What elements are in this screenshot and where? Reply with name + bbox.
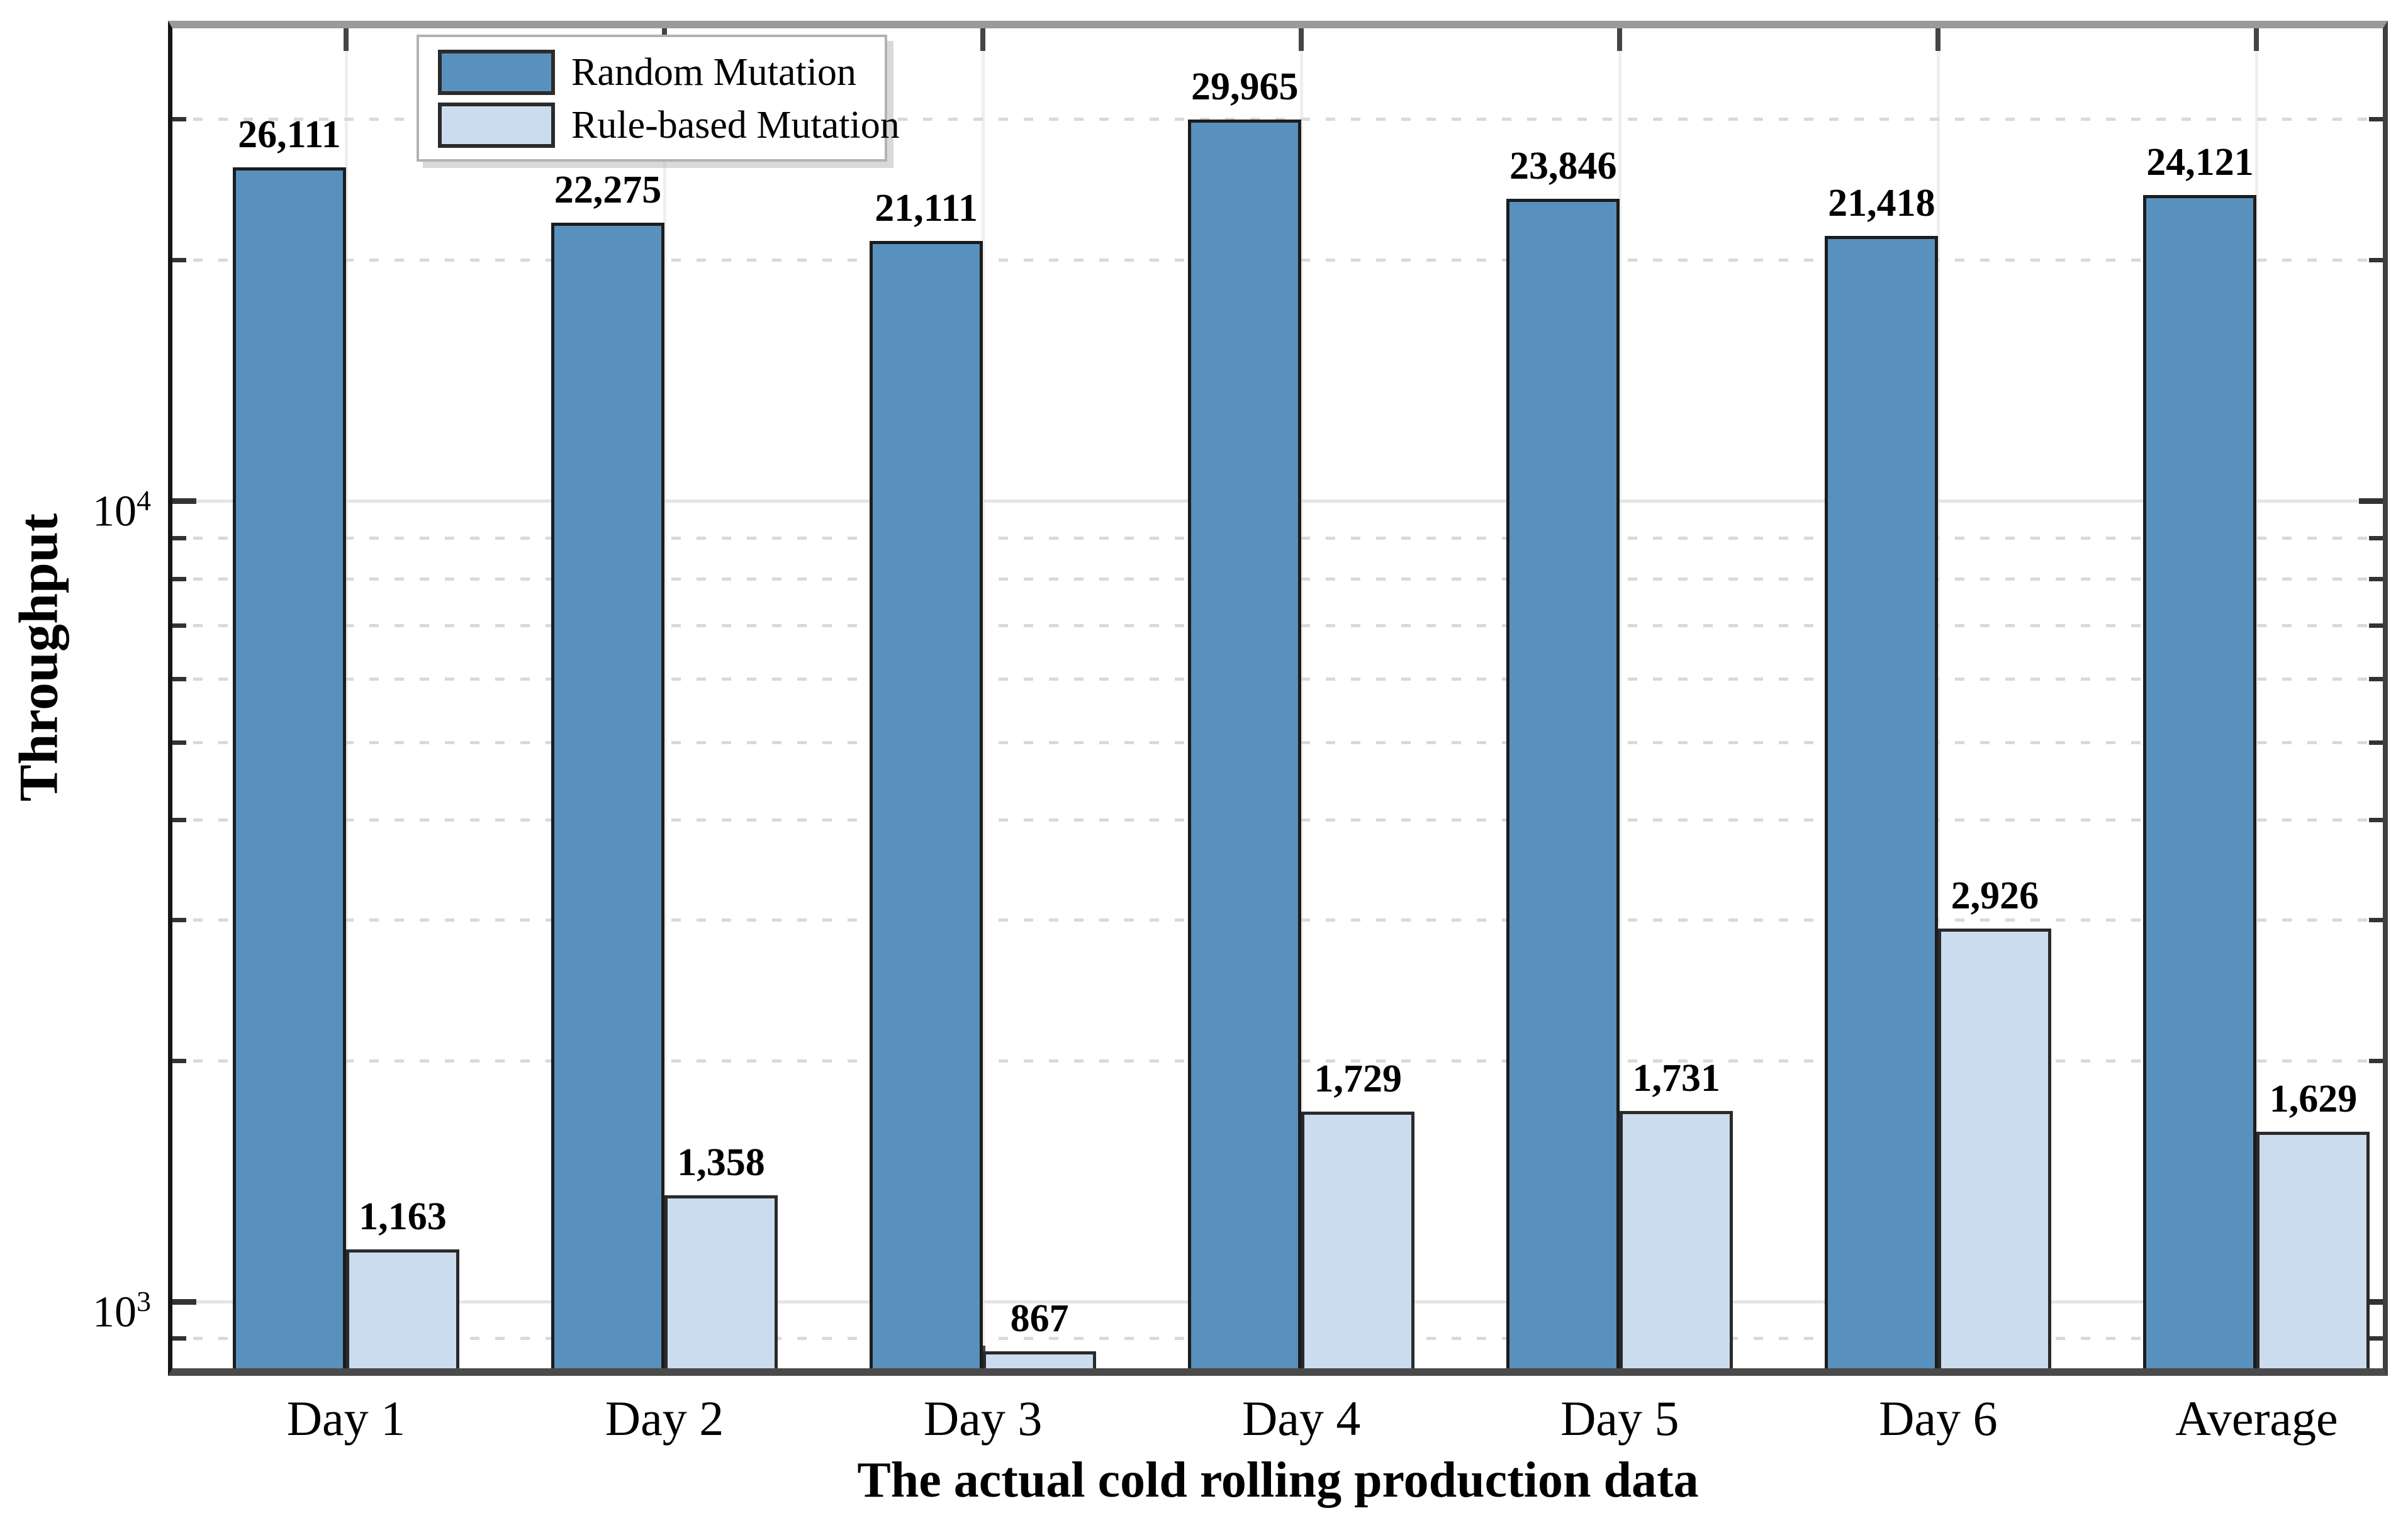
y-minortick-left-20000 [172, 258, 186, 263]
x-tick-label-day-3: Day 3 [923, 1391, 1043, 1446]
bar-random-mutation-day-1 [232, 167, 346, 1376]
y-minortick-right-7000 [2369, 623, 2383, 628]
x-tick-label-average: Average [2175, 1391, 2338, 1446]
bar-value-label-rule-based-mutation-day-3: 867 [1010, 1297, 1069, 1341]
bar-random-mutation-day-5 [1506, 199, 1620, 1376]
bar-random-mutation-day-2 [551, 222, 665, 1376]
gridline-vertical-day-1 [344, 21, 348, 1376]
y-minortick-right-6000 [2369, 676, 2383, 681]
bar-rule-based-mutation-day-3 [983, 1351, 1097, 1376]
bar-random-mutation-day-4 [1188, 119, 1302, 1376]
bar-value-label-rule-based-mutation-day-2: 1,358 [677, 1141, 765, 1185]
bar-rule-based-mutation-day-4 [1301, 1111, 1415, 1376]
bar-rule-based-mutation-day-6 [1938, 928, 2052, 1376]
y-minortick-right-2000 [2369, 1059, 2383, 1064]
bar-random-mutation-day-6 [1825, 236, 1939, 1376]
y-tick-label-10e3: 103 [92, 1285, 151, 1337]
y-minortick-right-8000 [2369, 576, 2383, 581]
x-tick-top-day-6 [1935, 28, 1941, 51]
y-tick-right-1000 [2359, 1299, 2383, 1305]
y-minortick-left-9000 [172, 535, 186, 540]
gridline-vertical-day-2 [663, 21, 667, 1376]
y-minortick-left-30000 [172, 117, 186, 122]
x-axis-title: The actual cold rolling production data [857, 1453, 1699, 1508]
y-axis-title: Throughput [8, 513, 70, 802]
y-minortick-right-5000 [2369, 740, 2383, 745]
y-minortick-left-2000 [172, 1059, 186, 1064]
y-minortick-left-3000 [172, 917, 186, 922]
legend-label-random-mutation: Random Mutation [571, 50, 856, 94]
bar-value-label-rule-based-mutation-average: 1,629 [2269, 1078, 2358, 1121]
bar-value-label-random-mutation-day-5: 23,846 [1509, 145, 1617, 188]
y-minortick-right-30000 [2369, 117, 2383, 122]
legend-swatch-random-mutation [438, 50, 555, 95]
legend-swatch-rule-based-mutation [438, 103, 555, 148]
gridline-vertical-day-5 [1618, 21, 1622, 1376]
y-minortick-right-900 [2369, 1336, 2383, 1341]
bar-value-label-random-mutation-day-6: 21,418 [1828, 182, 1935, 225]
bar-value-label-rule-based-mutation-day-1: 1,163 [359, 1195, 447, 1238]
bar-rule-based-mutation-day-2 [664, 1195, 778, 1376]
y-minortick-left-6000 [172, 676, 186, 681]
x-tick-label-day-4: Day 4 [1241, 1391, 1361, 1446]
y-minortick-right-9000 [2369, 535, 2383, 540]
bar-rule-based-mutation-day-5 [1620, 1110, 1733, 1376]
legend-entry-rule-based-mutation: Rule-based Mutation [438, 99, 900, 152]
x-tick-top-day-5 [1617, 28, 1623, 51]
y-tick-label-10e4: 104 [92, 484, 151, 536]
gridline-vertical-day-4 [1300, 21, 1304, 1376]
bar-value-label-random-mutation-day-3: 21,111 [875, 187, 978, 230]
bar-value-label-rule-based-mutation-day-6: 2,926 [1951, 874, 2039, 917]
y-minortick-left-8000 [172, 576, 186, 581]
bar-value-label-rule-based-mutation-day-5: 1,731 [1632, 1056, 1721, 1100]
bar-value-label-random-mutation-day-1: 26,111 [238, 113, 341, 156]
y-tick-right-10000 [2359, 498, 2383, 505]
y-minortick-left-4000 [172, 817, 186, 822]
x-tick-top-average [2254, 28, 2260, 51]
y-tick-left-1000 [172, 1299, 196, 1305]
bar-random-mutation-average [2143, 194, 2257, 1376]
y-minortick-right-4000 [2369, 817, 2383, 822]
bar-value-label-random-mutation-day-4: 29,965 [1190, 65, 1299, 108]
gridline-vertical-day-6 [1937, 21, 1940, 1376]
bar-value-label-random-mutation-day-2: 22,275 [554, 168, 662, 211]
x-tick-top-day-4 [1299, 28, 1304, 51]
y-minortick-left-5000 [172, 740, 186, 745]
x-tick-label-day-5: Day 5 [1560, 1391, 1679, 1446]
bar-random-mutation-day-3 [870, 241, 983, 1376]
legend-entry-random-mutation: Random Mutation [438, 46, 885, 99]
y-minortick-left-7000 [172, 623, 186, 628]
y-minortick-right-3000 [2369, 917, 2383, 922]
x-tick-top-day-3 [980, 28, 986, 51]
gridline-vertical-average [2255, 21, 2259, 1376]
gridline-vertical-day-3 [982, 21, 985, 1376]
x-tick-label-day-1: Day 1 [286, 1391, 406, 1446]
y-tick-left-10000 [172, 498, 196, 505]
bar-value-label-random-mutation-average: 24,121 [2146, 140, 2254, 184]
bar-rule-based-mutation-average [2256, 1132, 2370, 1376]
y-minortick-right-20000 [2369, 258, 2383, 263]
x-tick-label-day-6: Day 6 [1879, 1391, 1998, 1446]
plot-area: Random Mutation Rule-based Mutation 26,1… [168, 21, 2388, 1376]
bar-value-label-rule-based-mutation-day-4: 1,729 [1314, 1057, 1402, 1100]
gridline-minor-30000 [168, 118, 2388, 121]
bar-rule-based-mutation-day-1 [345, 1249, 459, 1376]
legend: Random Mutation Rule-based Mutation [417, 35, 900, 162]
x-tick-top-day-1 [343, 28, 349, 51]
legend-label-rule-based-mutation: Rule-based Mutation [571, 103, 900, 147]
y-minortick-left-900 [172, 1336, 186, 1341]
x-tick-label-day-2: Day 2 [605, 1391, 724, 1446]
